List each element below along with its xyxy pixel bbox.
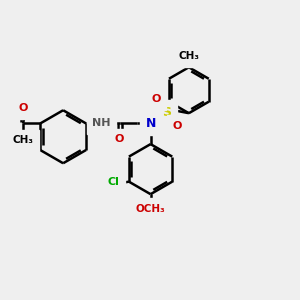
Text: O: O [18, 103, 28, 113]
Text: Cl: Cl [108, 177, 119, 187]
Text: O: O [115, 134, 124, 144]
Text: S: S [162, 106, 171, 119]
Text: O: O [173, 121, 182, 130]
Text: CH₃: CH₃ [13, 135, 34, 145]
Text: N: N [146, 117, 156, 130]
Text: NH: NH [92, 118, 111, 128]
Text: CH₃: CH₃ [178, 51, 199, 61]
Text: O: O [151, 94, 160, 104]
Text: OCH₃: OCH₃ [136, 204, 165, 214]
